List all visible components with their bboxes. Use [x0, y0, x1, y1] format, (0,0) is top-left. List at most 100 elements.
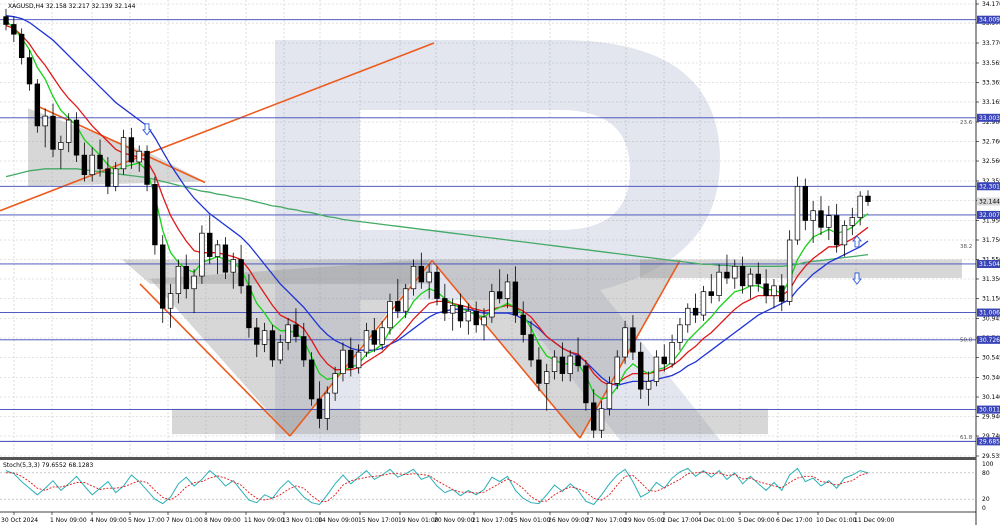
candle-body [810, 210, 816, 221]
level-label-box [977, 197, 1000, 206]
candle-body [857, 195, 863, 218]
candle-body [591, 402, 597, 431]
price-tick-label: 33.165 [982, 99, 1000, 106]
time-tick-label: 25 Nov 01:00 [510, 517, 551, 524]
candle-body [58, 142, 64, 150]
time-tick-label: 8 Nov 09:00 [204, 517, 241, 524]
level-label-text: 32.301 [979, 183, 1000, 190]
candle-body [457, 304, 464, 322]
candle-body [826, 215, 832, 228]
candle-body [18, 33, 25, 58]
time-tick-label: 4 Nov 09:00 [90, 517, 127, 524]
candle-body [254, 327, 260, 345]
candle-body [755, 273, 761, 285]
candle-body [442, 298, 448, 314]
price-tick-label: 30.340 [982, 374, 1000, 381]
level-label-text: 31.504 [979, 261, 1000, 268]
candle-body [473, 310, 479, 326]
candle-body [120, 137, 127, 170]
level-label-text: 34.009 [979, 17, 1000, 24]
fib-level-label: 61.8 [960, 435, 973, 441]
candle-body [332, 373, 338, 394]
candle-body [598, 408, 605, 431]
candle-body [669, 342, 675, 365]
price-tick-label: 30.140 [982, 394, 1000, 401]
panel-separator [0, 457, 976, 460]
candle-body [786, 239, 793, 302]
level-label-box [977, 210, 1000, 219]
candle-body [692, 307, 699, 316]
price-tick-label: 30.945 [982, 315, 1000, 322]
stoch-tick-label: 100 [982, 461, 994, 468]
candle-body [214, 244, 221, 257]
level-label-text: 31.006 [979, 310, 1000, 317]
candle-body [11, 24, 17, 35]
price-tick-label: 30.545 [982, 355, 1000, 362]
candle-body [520, 314, 526, 335]
price-tick-label: 34.170 [982, 1, 1000, 8]
candle-body [645, 381, 652, 390]
candle-body [191, 275, 197, 290]
candle-body [183, 265, 189, 290]
time-tick-label: 27 Nov 17:00 [586, 517, 627, 524]
level-label-text: 33.003 [979, 115, 1000, 122]
candle-body [575, 355, 581, 367]
time-tick-label: 29 Nov 05:00 [624, 517, 665, 524]
stoch-tick-label: 80 [982, 470, 990, 477]
chart-frame [0, 0, 977, 525]
time-tick-label: 6 Dec 17:00 [776, 517, 813, 524]
price-tick-label: 31.750 [982, 237, 1000, 244]
candle-body [794, 186, 801, 241]
stoch-tick-label: 0 [982, 505, 986, 512]
level-labels: 34.009 33.003 32.301 32.144 32.007 31.504 31.0… [977, 15, 1000, 446]
candle-body [136, 150, 142, 163]
time-tick-label: 10 Dec 01:00 [816, 517, 857, 524]
target-arrow-down-icon [852, 272, 862, 285]
price-tick-label: 29.535 [982, 453, 1000, 460]
candle-body [536, 359, 542, 384]
candle-body [238, 259, 244, 287]
candle-body [128, 137, 135, 163]
candle-body [551, 356, 558, 372]
stochastic-panel [0, 467, 976, 506]
candle-body [677, 324, 683, 343]
level-label-text: 32.007 [979, 212, 1000, 219]
candle-body [246, 285, 252, 329]
candle-body [65, 119, 72, 143]
candle-body [724, 271, 730, 279]
price-tick-label: 29.940 [982, 414, 1000, 421]
price-tick-label: 32.355 [982, 178, 1000, 185]
candle-body [512, 281, 519, 316]
candle-body [379, 327, 385, 345]
bounce-arrow-up-icon [852, 235, 862, 248]
fib-level-label: 50.0 [960, 337, 973, 343]
candle-body [285, 324, 291, 343]
fib-level-label: 23.6 [960, 120, 973, 126]
candle-body [481, 316, 487, 326]
candle-body [449, 304, 456, 314]
time-tick-label: 14 Nov 09:00 [318, 517, 359, 524]
candle-body [207, 232, 213, 257]
price-tick-label: 31.950 [982, 217, 1000, 224]
w-left-leg-1 [139, 283, 291, 437]
candle-body [802, 186, 809, 221]
candle-body [42, 115, 48, 127]
fib-level-label: 38.2 [960, 244, 972, 250]
candle-body [3, 16, 9, 25]
candle-body [387, 301, 393, 329]
candle-body [324, 392, 330, 419]
candle-body [708, 291, 714, 296]
candle-body [567, 355, 573, 374]
candle-body [105, 168, 111, 187]
candle-body [583, 365, 589, 404]
stochastic-axis: 100 80 20 0 [982, 461, 994, 512]
time-tick-label: 2 Dec 17:00 [662, 517, 699, 524]
candle-body [544, 371, 550, 384]
time-tick-label: 20 Nov 09:00 [434, 517, 475, 524]
candle-body [747, 273, 754, 287]
level-label-text: 30.011 [979, 407, 1000, 414]
candle-body [732, 265, 738, 279]
candle-body [316, 398, 323, 419]
candle-body [661, 356, 667, 365]
